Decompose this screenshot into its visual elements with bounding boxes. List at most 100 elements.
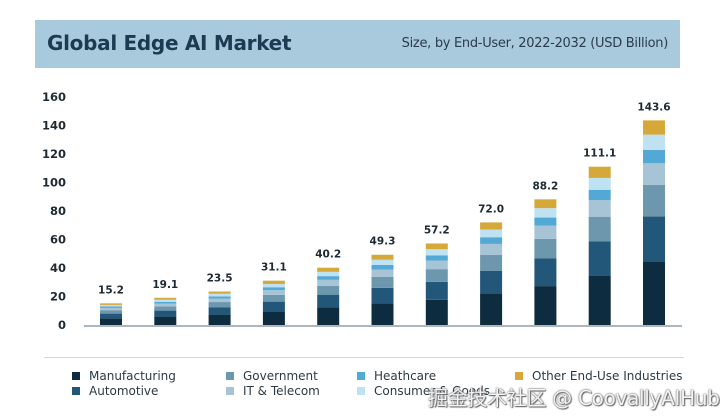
bar-segment-manufacturing-2026 bbox=[317, 307, 340, 325]
y-tick-label: 160 bbox=[42, 90, 66, 104]
legend-label: IT & Telecom bbox=[243, 384, 320, 398]
watermark: 掘金技术社区 @ CoovallyAIHub bbox=[428, 386, 720, 410]
legend-swatch bbox=[357, 372, 365, 380]
bar-total-label: 57.2 bbox=[424, 224, 450, 236]
bar-segment-other-end-use-industries-2030 bbox=[534, 199, 557, 209]
bar-segment-automotive-2032 bbox=[643, 216, 665, 262]
legend-label: Government bbox=[243, 369, 318, 383]
bar-stack-2029 bbox=[480, 222, 503, 325]
bar-segment-consumer-goods-2028 bbox=[425, 249, 448, 256]
bar-segment-government-2027 bbox=[371, 276, 394, 288]
legend-item-automotive[interactable]: Automotive bbox=[72, 384, 158, 398]
bar-segment-consumer-goods-2029 bbox=[480, 229, 503, 238]
y-axis: 0 20 40 60 80 100 120 140 160 bbox=[42, 90, 66, 332]
bar-segment-it-telecom-2030 bbox=[534, 225, 557, 239]
bar-segment-it-telecom-2031 bbox=[588, 200, 611, 217]
legend-item-consumer-goods[interactable]: Consumer & Goods bbox=[357, 384, 490, 398]
bar-total-label: 72.0 bbox=[478, 203, 504, 215]
bar-segment-consumer-goods-2025 bbox=[262, 283, 285, 288]
bar-segment-heathcare-2028 bbox=[425, 255, 448, 261]
bar-total-label: 31.1 bbox=[261, 262, 287, 274]
bar-segment-consumer-goods-2031 bbox=[588, 177, 611, 190]
bar-stack-2026 bbox=[317, 267, 340, 325]
bar-segment-other-end-use-industries-2031 bbox=[588, 166, 611, 178]
legend-swatch bbox=[226, 372, 234, 380]
y-tick-label: 0 bbox=[58, 318, 66, 332]
bar-segment-consumer-goods-2032 bbox=[643, 134, 665, 151]
legend-item-it-telecom[interactable]: IT & Telecom bbox=[226, 384, 320, 398]
legend-label: Automotive bbox=[89, 384, 159, 398]
bar-segment-it-telecom-2022 bbox=[100, 307, 122, 311]
bar-segment-government-2022 bbox=[100, 310, 122, 314]
bar-total-label: 143.6 bbox=[637, 101, 670, 113]
bar-segment-automotive-2027 bbox=[371, 287, 394, 304]
bar-segment-government-2025 bbox=[262, 294, 285, 302]
bar-segment-government-2026 bbox=[317, 285, 340, 295]
bar-segment-consumer-goods-2022 bbox=[100, 304, 122, 307]
legend-item-manufacturing[interactable]: Manufacturing bbox=[72, 369, 176, 383]
legend-label: Manufacturing bbox=[89, 369, 176, 383]
bar-segment-manufacturing-2024 bbox=[208, 314, 231, 325]
bar-segment-heathcare-2023 bbox=[154, 301, 177, 304]
bar-segment-it-telecom-2027 bbox=[371, 269, 394, 277]
bar-segment-government-2032 bbox=[643, 184, 665, 217]
chart-title: Global Edge AI Market bbox=[47, 31, 292, 55]
bar-segment-other-end-use-industries-2024 bbox=[208, 291, 231, 294]
chart-header: Global Edge AI Market Size, by End-User,… bbox=[35, 20, 680, 68]
bar-segment-consumer-goods-2026 bbox=[317, 271, 340, 277]
bar-segment-heathcare-2022 bbox=[100, 306, 122, 308]
bar-stack-2022 bbox=[100, 303, 122, 325]
data-labels: 15.2 19.1 23.5 31.1 40.2 49.3 57.2 72.0 88.2 111.… bbox=[98, 101, 671, 296]
legend-item-government[interactable]: Government bbox=[226, 369, 318, 383]
y-tick-label: 140 bbox=[42, 119, 66, 133]
bar-total-label: 40.2 bbox=[315, 249, 341, 261]
bar-segment-automotive-2022 bbox=[100, 313, 122, 319]
bar-segment-heathcare-2025 bbox=[262, 287, 285, 291]
bars bbox=[100, 120, 665, 325]
y-tick-label: 120 bbox=[42, 147, 66, 161]
bar-segment-it-telecom-2025 bbox=[262, 290, 285, 295]
bar-segment-government-2023 bbox=[154, 306, 177, 311]
bar-segment-manufacturing-2031 bbox=[588, 275, 611, 325]
legend-item-other-end-use-industries[interactable]: Other End-Use Industries bbox=[515, 369, 682, 383]
bar-segment-manufacturing-2030 bbox=[534, 286, 557, 325]
bar-segment-it-telecom-2028 bbox=[425, 260, 448, 270]
bar-segment-other-end-use-industries-2027 bbox=[371, 254, 394, 260]
bar-segment-heathcare-2032 bbox=[643, 150, 665, 164]
bar-stack-2030 bbox=[534, 199, 557, 325]
bar-segment-other-end-use-industries-2026 bbox=[317, 267, 340, 272]
bar-segment-heathcare-2027 bbox=[371, 265, 394, 270]
bar-stack-2031 bbox=[588, 166, 611, 325]
bar-segment-automotive-2030 bbox=[534, 258, 557, 287]
bar-stack-2024 bbox=[208, 291, 231, 325]
legend-label: Other End-Use Industries bbox=[532, 369, 683, 383]
legend-swatch bbox=[72, 387, 80, 395]
bar-segment-government-2029 bbox=[480, 254, 503, 271]
bar-segment-it-telecom-2032 bbox=[643, 163, 665, 185]
bar-segment-automotive-2024 bbox=[208, 307, 231, 315]
bar-segment-manufacturing-2027 bbox=[371, 303, 394, 325]
legend-swatch bbox=[515, 372, 523, 380]
bar-stack-2027 bbox=[371, 254, 394, 325]
bar-stack-2028 bbox=[425, 243, 448, 325]
bar-segment-consumer-goods-2024 bbox=[208, 293, 231, 297]
bar-segment-automotive-2028 bbox=[425, 281, 448, 300]
bar-segment-consumer-goods-2027 bbox=[371, 259, 394, 266]
bar-segment-automotive-2023 bbox=[154, 310, 177, 317]
bar-segment-it-telecom-2029 bbox=[480, 243, 503, 255]
bar-segment-other-end-use-industries-2025 bbox=[262, 280, 285, 284]
legend-label: Consumer & Goods bbox=[374, 384, 491, 398]
legend-separator bbox=[44, 357, 684, 358]
bar-segment-other-end-use-industries-2023 bbox=[154, 297, 177, 300]
bar-segment-manufacturing-2025 bbox=[262, 311, 285, 325]
bar-stack-2032 bbox=[643, 120, 665, 325]
bar-segment-automotive-2026 bbox=[317, 294, 340, 308]
bar-segment-it-telecom-2026 bbox=[317, 279, 340, 286]
bar-total-label: 19.1 bbox=[152, 279, 178, 291]
bar-segment-other-end-use-industries-2032 bbox=[643, 120, 665, 135]
bar-segment-manufacturing-2022 bbox=[100, 318, 122, 325]
bar-segment-manufacturing-2029 bbox=[480, 293, 503, 325]
legend-item-heathcare[interactable]: Heathcare bbox=[357, 369, 436, 383]
bar-segment-other-end-use-industries-2028 bbox=[425, 243, 448, 250]
bar-total-label: 23.5 bbox=[207, 273, 233, 285]
